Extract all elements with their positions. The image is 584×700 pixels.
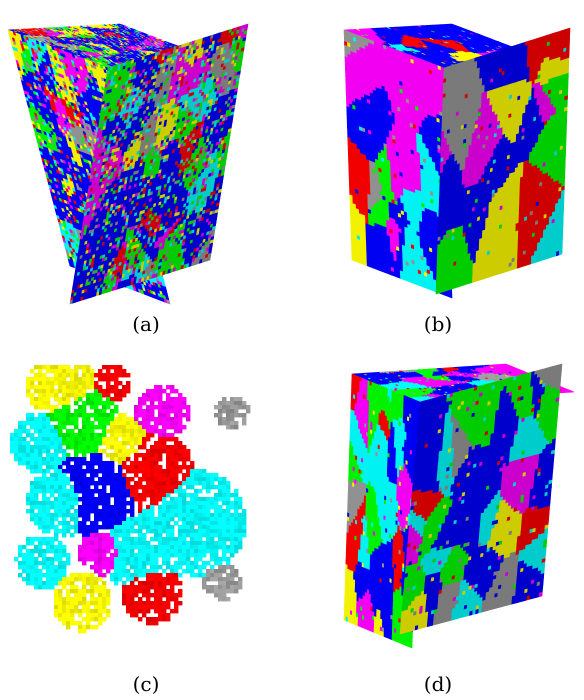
panel-a: (a) [0,0,292,350]
figure-a-cube [7,23,249,305]
